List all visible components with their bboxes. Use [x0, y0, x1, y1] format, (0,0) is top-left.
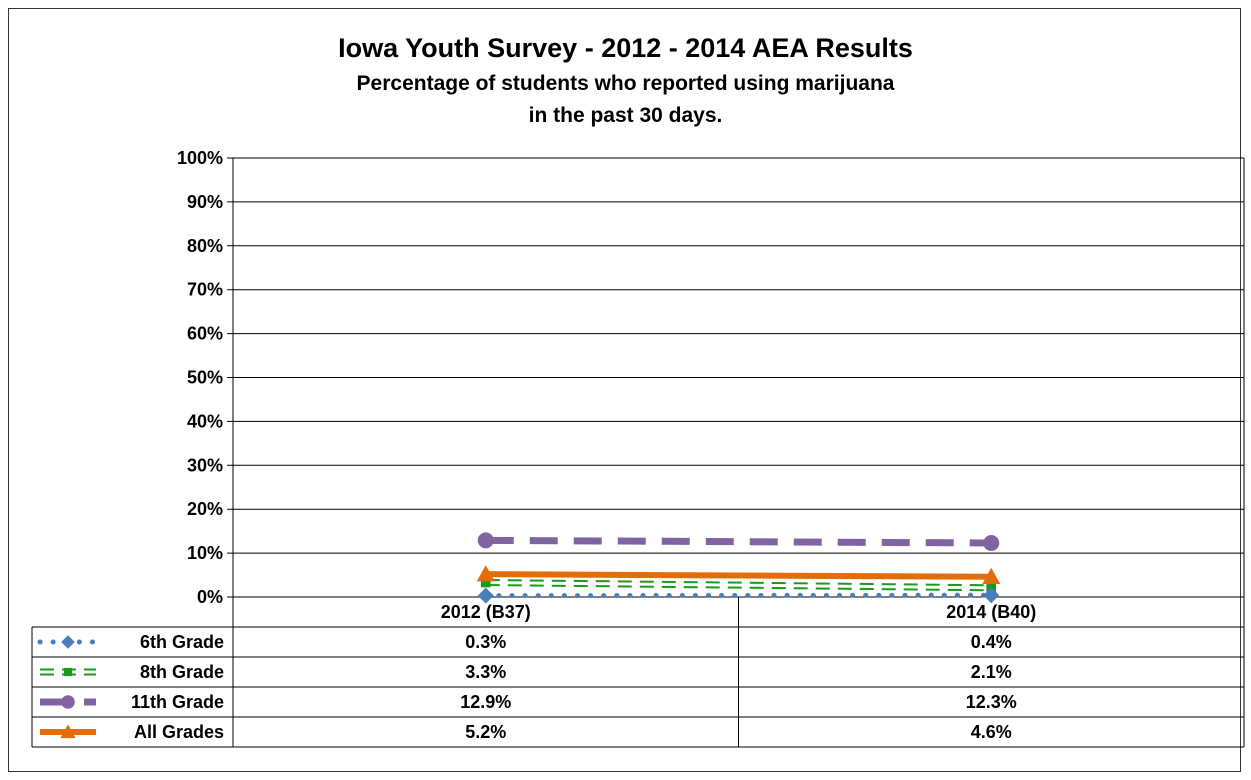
- data-point: [477, 532, 494, 549]
- series-name-label: 6th Grade: [140, 632, 224, 652]
- legend-key-11th-grade: [40, 695, 96, 709]
- y-tick-label: 100%: [177, 148, 223, 168]
- data-value-cell: 0.4%: [971, 632, 1012, 652]
- legend-key-6th-grade: [37, 635, 99, 649]
- series-name-label: 11th Grade: [131, 692, 224, 712]
- data-value-cell: 3.3%: [465, 662, 506, 682]
- y-tick-label: 10%: [187, 543, 223, 563]
- y-tick-label: 0%: [197, 587, 223, 607]
- data-point: [983, 535, 1000, 552]
- y-tick-label: 40%: [187, 411, 223, 431]
- legend-key-marker: [61, 635, 75, 649]
- series-8th-grade: [480, 577, 997, 593]
- series-6th-grade: [477, 587, 1000, 604]
- y-tick-label: 70%: [187, 280, 223, 300]
- data-point: [476, 565, 495, 582]
- data-value-cell: 4.6%: [971, 722, 1012, 742]
- series-name-label: 8th Grade: [140, 662, 224, 682]
- y-tick-label: 50%: [187, 368, 223, 388]
- series-line: [485, 536, 992, 547]
- legend-key-all-grades: [40, 724, 96, 739]
- data-value-cell: 2.1%: [971, 662, 1012, 682]
- data-point: [983, 587, 1000, 604]
- data-point: [982, 567, 1001, 585]
- legend-key-8th-grade: [40, 667, 96, 677]
- data-value-cell: 0.3%: [465, 632, 506, 652]
- data-point: [480, 577, 491, 588]
- chart-frame: [8, 8, 1241, 772]
- series-name-label: All Grades: [134, 722, 224, 742]
- legend-key-marker: [60, 724, 76, 739]
- y-tick-label: 20%: [187, 499, 223, 519]
- series-line: [485, 579, 992, 587]
- series-all-grades: [476, 565, 1001, 585]
- series-11th-grade: [477, 532, 1000, 552]
- y-tick-label: 30%: [187, 455, 223, 475]
- legend-key-marker: [61, 695, 75, 709]
- chart-subtitle-line-1: Percentage of students who reported usin…: [356, 72, 895, 95]
- y-tick-label: 60%: [187, 324, 223, 344]
- y-tick-label: 90%: [187, 192, 223, 212]
- series-line: [485, 571, 992, 580]
- legend-key-marker: [63, 667, 73, 677]
- chart-subtitle-line-2: in the past 30 days.: [528, 104, 723, 127]
- y-tick-label: 80%: [187, 236, 223, 256]
- category-label: 2012 (B37): [441, 602, 531, 622]
- series-line: [485, 584, 992, 592]
- chart-title: Iowa Youth Survey - 2012 - 2014 AEA Resu…: [338, 33, 913, 63]
- data-value-cell: 12.9%: [460, 692, 511, 712]
- data-point: [477, 587, 494, 604]
- category-label: 2014 (B40): [946, 602, 1036, 622]
- data-value-cell: 5.2%: [465, 722, 506, 742]
- data-value-cell: 12.3%: [966, 692, 1017, 712]
